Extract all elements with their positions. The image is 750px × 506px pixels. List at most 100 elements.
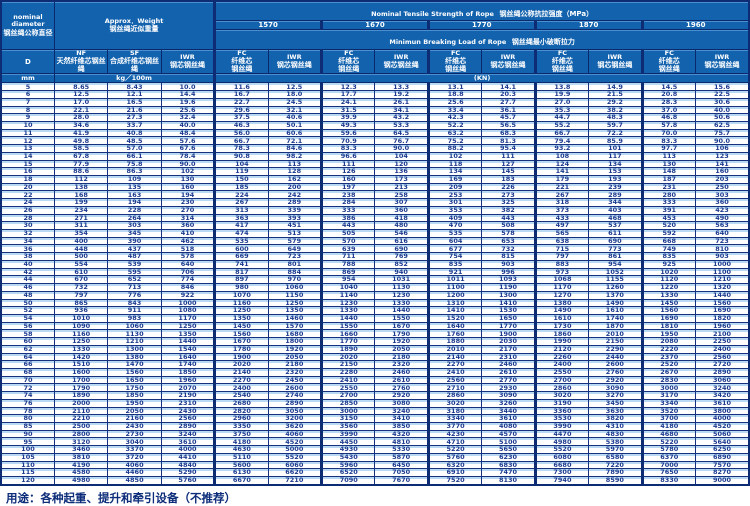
value-cell: 423 [694, 206, 750, 215]
value-cell: 30.6 [694, 98, 750, 107]
value-cell: 1150 [267, 291, 323, 300]
value-cell: 12.1 [107, 90, 162, 99]
value-cell: 3260 [481, 399, 536, 408]
diameter-cell: 30 [0, 221, 55, 231]
diameter-cell: 8 [0, 106, 55, 115]
unit-mm: mm [0, 73, 55, 84]
value-cell: 26.1 [374, 98, 429, 107]
value-cell: 221 [533, 183, 590, 192]
table-row: 15 77.9 75.8 90.0 104 113 111 120 118 127 124 134 13… [0, 160, 750, 169]
diameter-cell: 48 [0, 291, 55, 300]
value-cell: 1010 [53, 314, 109, 323]
fc-zh2: 钢丝绳 [231, 65, 253, 74]
diameter-cell: 38 [0, 252, 55, 261]
value-cell: 1640 [426, 322, 483, 331]
value-cell: 22.7 [213, 98, 269, 107]
value-cell: 810 [694, 244, 750, 254]
value-cell: 2290 [588, 345, 643, 354]
value-cell: 6580 [588, 453, 643, 462]
value-cell: 579 [267, 237, 323, 246]
value-cell: 835 [640, 252, 696, 261]
value-cell: 66.7 [533, 129, 590, 138]
diameter-cell: 120 [0, 476, 55, 486]
value-cell: 2890 [267, 399, 323, 408]
value-cell: 1200 [426, 291, 483, 300]
value-cell: 391 [640, 206, 696, 215]
value-cell: 1610 [533, 314, 590, 323]
value-cell: 2830 [640, 376, 696, 385]
value-cell: 4410 [160, 453, 216, 462]
table-row: 80 2210 2160 2560 2960 3200 3150 3410 3340 3610 35… [0, 414, 750, 423]
value-cell: 1230 [374, 291, 429, 300]
value-cell: 4460 [107, 468, 162, 478]
value-cell: 373 [533, 206, 590, 215]
value-cell: 5520 [267, 453, 323, 462]
tensile-strength-zh: 钢丝绳公称抗拉强度（MPa） [499, 10, 594, 18]
value-cell: 2890 [694, 368, 750, 377]
iwr-zh: 钢芯钢丝绳 [383, 61, 419, 70]
value-cell: 2430 [107, 422, 162, 431]
value-cell: 303 [694, 190, 750, 200]
iwr-zh: 钢芯钢丝绳 [490, 61, 526, 70]
table-row: 34 400 390 462 535 579 570 616 604 653 638 690 668 72… [0, 237, 750, 246]
value-cell: 520 [640, 221, 696, 231]
table-row: 5 8.65 8.43 10.0 11.6 12.5 12.3 13.3 13.1 14.1 13.… [0, 82, 750, 92]
value-cell: 592 [640, 229, 696, 238]
iwr-en: IWR [287, 52, 302, 61]
col-header-fc-1960: FC 纤维芯 钢丝绳 [640, 48, 696, 75]
fc-zh2: 钢丝绳 [658, 65, 680, 74]
diameter-cell: 95 [0, 437, 55, 447]
table-row: 30 311 303 360 417 451 443 480 470 508 497 537 520 56… [0, 221, 750, 231]
col-header-sf: SF 合成纤维芯钢丝绳 [107, 48, 162, 75]
value-cell: 25.6 [426, 98, 483, 107]
diameter-cell: 13 [0, 144, 55, 153]
fc-zh1: 纤维芯 [231, 57, 253, 66]
value-cell: 390 [107, 237, 162, 246]
value-cell: 228 [107, 206, 162, 215]
value-cell: 360 [694, 198, 750, 207]
value-cell: 1370 [588, 291, 643, 300]
value-cell: 1750 [107, 383, 162, 393]
value-cell: 1120 [640, 275, 696, 285]
value-cell: 4320 [374, 430, 429, 439]
value-cell: 5780 [640, 445, 696, 454]
value-cell: 1870 [588, 322, 643, 331]
value-cell: 1890 [320, 345, 376, 354]
value-cell: 7940 [533, 476, 590, 486]
table-row: 66 1510 1470 1740 2020 2180 2150 2320 2270 2460 24… [0, 360, 750, 369]
value-cell: 27.3 [107, 113, 162, 122]
diameter-cell: 100 [0, 445, 55, 454]
value-cell: 2100 [694, 329, 750, 339]
fc-zh1: 纤维芯 [338, 57, 360, 66]
table-row: 74 1890 1850 2190 2540 2740 2700 2920 2860 3090 30… [0, 391, 750, 400]
value-cell: 2050 [107, 407, 162, 416]
value-cell: 7090 [320, 476, 376, 486]
value-cell: 1330 [640, 291, 696, 300]
diameter-cell: 9 [0, 113, 55, 122]
table-row: 105 3810 3720 4410 5110 5520 5430 5870 5760 6230 6… [0, 453, 750, 462]
value-cell: 3810 [53, 453, 109, 462]
table-row: 52 936 911 1080 1250 1350 1330 1440 1410 1530 1490… [0, 306, 750, 315]
value-cell: 1250 [160, 322, 216, 331]
value-cell: 1210 [107, 337, 162, 346]
value-cell: 2050 [374, 345, 429, 354]
col-header-nf: NF 天然纤维芯钢丝绳 [53, 48, 109, 75]
table-row: 38 500 487 578 669 723 711 769 754 815 797 861 835 90… [0, 252, 750, 261]
diameter-cell: 14 [0, 152, 55, 161]
table-row: 7 17.0 16.5 19.6 22.7 24.5 24.1 26.1 25.6 27.7 27.… [0, 98, 750, 107]
table-row: 56 1090 1060 1250 1450 1570 1550 1670 1640 1770 17… [0, 322, 750, 331]
nf-en: NF [76, 48, 87, 57]
value-cell: 3800 [694, 407, 750, 416]
value-cell: 160 [160, 183, 216, 192]
value-cell: 776 [107, 291, 162, 300]
value-cell: 4230 [426, 430, 483, 439]
value-cell: 8590 [588, 476, 643, 486]
col-header-fc-1870: FC 纤维芯 钢丝绳 [533, 48, 590, 75]
value-cell: 86.3 [107, 167, 162, 176]
diameter-cell: 80 [0, 414, 55, 423]
table-row: 32 354 345 410 474 513 505 546 535 578 565 611 592 64… [0, 229, 750, 238]
value-cell: 3420 [694, 391, 750, 400]
value-cell: 59.6 [320, 129, 376, 138]
diameter-cell: 10 [0, 121, 55, 130]
table-row: 20 138 135 160 185 200 197 213 209 226 221 239 231 25… [0, 183, 750, 192]
